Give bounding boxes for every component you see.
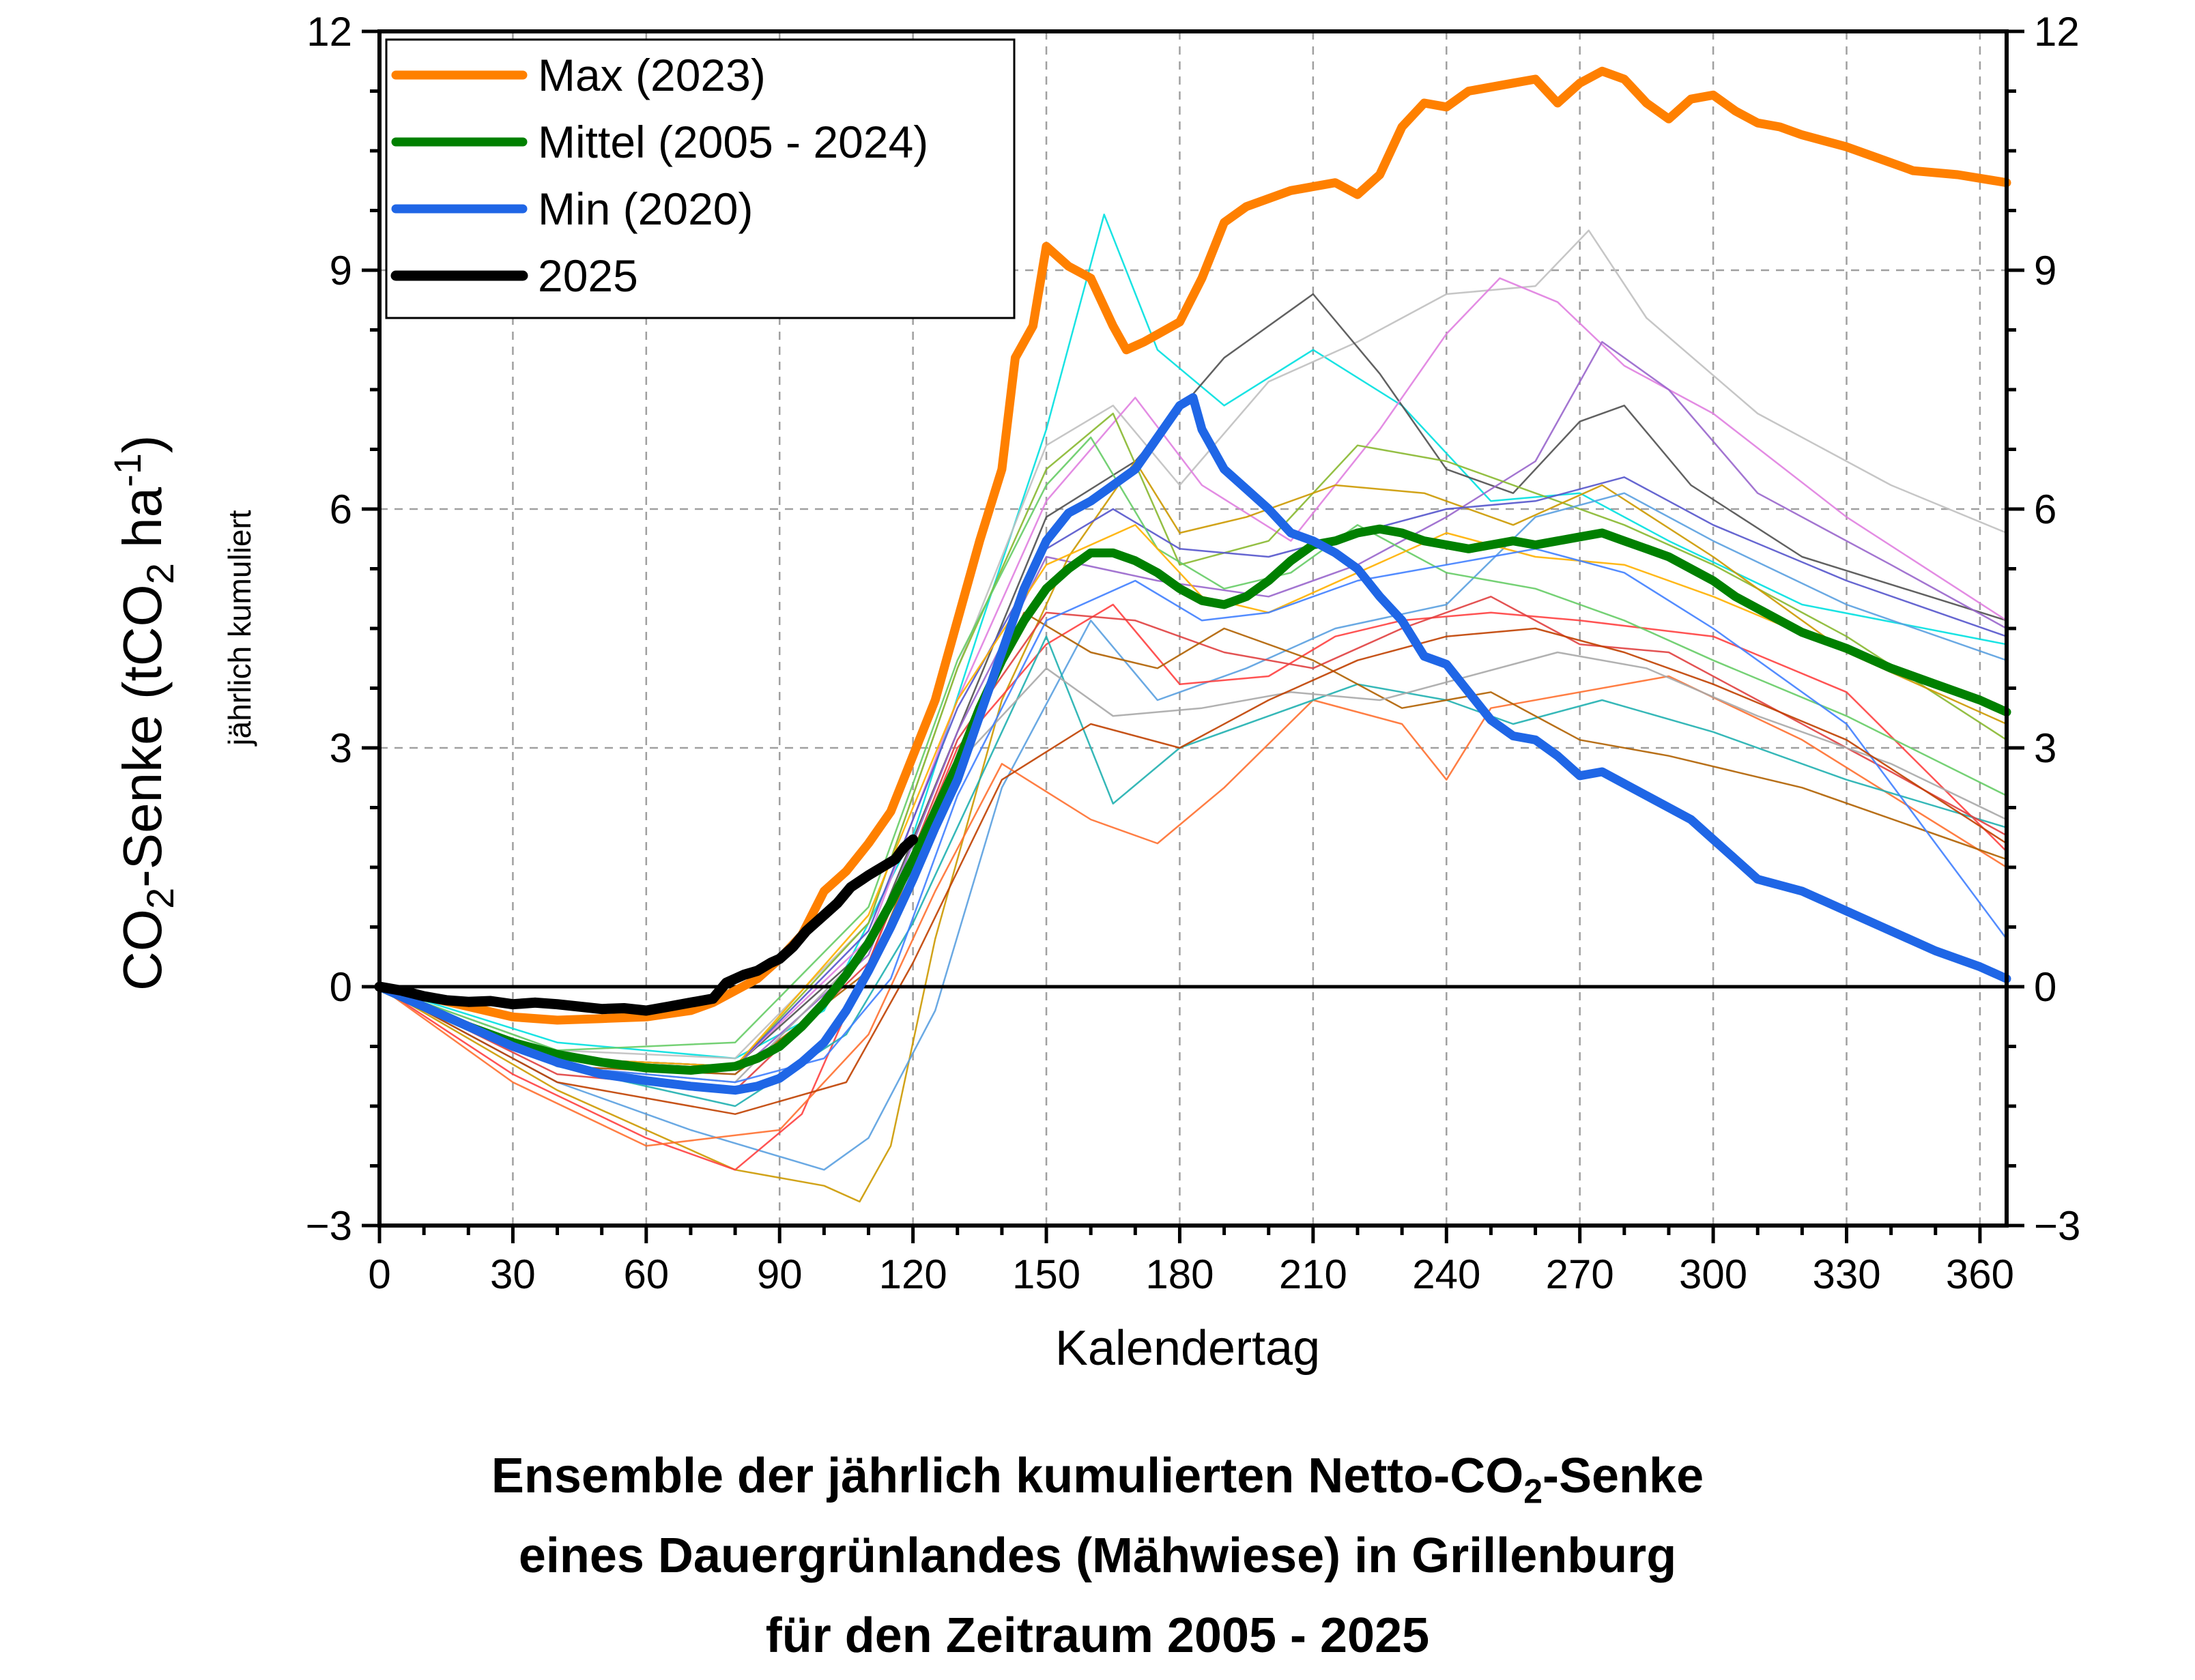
x-tick-label: 270	[1546, 1251, 1614, 1297]
x-tick-label: 150	[1012, 1251, 1080, 1297]
background-year-line	[379, 460, 2007, 1203]
legend-label: Mittel (2005 - 2024)	[538, 117, 928, 167]
y-axis-title-unit: ha	[112, 487, 173, 563]
background-year-line	[379, 651, 2007, 1084]
background-year-line	[379, 492, 2007, 1171]
y-tick-label-right: 9	[2034, 248, 2056, 293]
caption-line-3: für den Zeitraum 2005 - 2025	[765, 1608, 1430, 1663]
y-tick-label-right: 3	[2034, 725, 2056, 771]
y-tick-label-left: −3	[306, 1203, 352, 1249]
x-tick-label: 90	[757, 1251, 803, 1297]
series-line-max-2023	[375, 66, 2011, 1025]
y-tick-label-left: 6	[330, 487, 352, 532]
x-tick-label: 300	[1679, 1251, 1747, 1297]
series-line-min-2020	[375, 393, 2011, 1095]
x-tick-label: 30	[490, 1251, 536, 1297]
x-tick-label: 330	[1812, 1251, 1880, 1297]
background-year-line	[379, 277, 2007, 1067]
background-year-line	[379, 627, 2007, 1115]
y-axis-title-co: CO	[112, 909, 173, 991]
x-tick-label: 180	[1145, 1251, 1214, 1297]
background-year-line	[379, 635, 2007, 1107]
y-tick-label-left: 0	[330, 964, 352, 1010]
x-tick-label: 60	[623, 1251, 669, 1297]
x-tick-label: 0	[368, 1251, 390, 1297]
caption-line-2: eines Dauergrünlandes (Mähwiese) in Gril…	[518, 1529, 1677, 1583]
axis-tick-labels: 0 30 60 90 120 150 180 210 240 270 300 330 360 −3 −3 0 0…	[306, 9, 2081, 1297]
y-axis-title-mid: -Senke (tCO	[112, 584, 173, 888]
y-tick-label-right: 12	[2034, 9, 2080, 55]
background-year-line	[379, 214, 2007, 1060]
background-year-traces	[379, 214, 2008, 1203]
y-axis-title-sub: 2	[139, 888, 182, 909]
y-tick-label-right: 6	[2034, 487, 2056, 532]
y-axis-title-sup: -1	[106, 453, 149, 487]
background-year-line	[379, 548, 2008, 1084]
axis-ticks	[362, 29, 2024, 1243]
background-year-line	[379, 476, 2007, 1067]
y-tick-label-left: 12	[306, 9, 352, 55]
legend-label: Min (2020)	[538, 184, 753, 234]
y-axis-title: CO2-Senke (tCO2 ha-1)	[106, 435, 182, 991]
x-tick-label: 210	[1279, 1251, 1347, 1297]
x-axis-title: Kalendertag	[1055, 1321, 1320, 1376]
x-tick-label: 360	[1946, 1251, 2014, 1297]
x-tick-label: 240	[1412, 1251, 1480, 1297]
legend: Max (2023) Mittel (2005 - 2024) Min (2020)…	[385, 38, 1016, 319]
legend-label: 2025	[538, 250, 638, 301]
highlighted-series	[374, 66, 2011, 1095]
series-line-mittel-2005-2024	[375, 524, 2011, 1075]
y-tick-label-left: 3	[330, 725, 352, 771]
x-tick-label: 120	[879, 1251, 947, 1297]
series-line-2025	[374, 834, 919, 1016]
y-axis-secondary-title: jährlich kumuliert	[222, 510, 257, 747]
y-tick-label-right: 0	[2034, 964, 2056, 1010]
y-tick-label-left: 9	[330, 248, 352, 293]
y-axis-title-close: )	[112, 435, 173, 453]
svg-text:CO2-Senke (tCO2 ha-1): CO2-Senke (tCO2 ha-1)	[106, 435, 182, 991]
figure-caption: Ensemble der jährlich kumulierten Netto-…	[0, 1436, 2195, 1676]
legend-label: Max (2023)	[538, 50, 766, 100]
y-axis-title-sub: 2	[139, 563, 182, 584]
background-year-line	[379, 603, 2007, 1171]
background-year-line	[379, 229, 2007, 1060]
background-year-line	[379, 675, 2007, 1147]
y-tick-label-right: −3	[2034, 1203, 2080, 1249]
caption-line-1: Ensemble der jährlich kumulierten Netto-…	[491, 1449, 1704, 1511]
background-year-line	[379, 436, 2007, 1052]
